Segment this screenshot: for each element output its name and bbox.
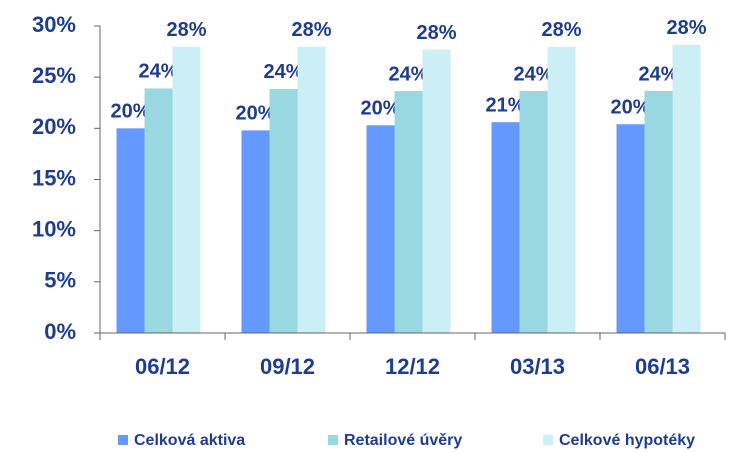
- data-label: 28%: [541, 19, 581, 41]
- bar: [241, 130, 270, 333]
- y-tick-label: 0%: [44, 319, 76, 344]
- x-tick-label: 06/13: [635, 354, 690, 379]
- legend-swatch: [328, 435, 338, 445]
- bar: [172, 46, 201, 333]
- bar: [269, 88, 298, 333]
- bar: [422, 49, 451, 333]
- legend-label: Celkové hypotéky: [559, 432, 695, 449]
- bar: [116, 128, 145, 333]
- y-tick-label: 30%: [32, 12, 76, 37]
- x-tick-label: 06/12: [135, 354, 190, 379]
- bar: [366, 125, 395, 333]
- bar: [297, 46, 326, 333]
- data-label: 28%: [666, 17, 706, 39]
- bar: [547, 46, 576, 333]
- data-label: 24%: [138, 61, 178, 83]
- data-label: 20%: [610, 97, 650, 119]
- bar: [672, 44, 701, 333]
- bar: [519, 90, 548, 334]
- y-tick-label: 10%: [32, 216, 76, 241]
- y-tick-label: 15%: [32, 165, 76, 190]
- data-label: 20%: [360, 98, 400, 120]
- x-tick-label: 03/13: [510, 354, 565, 379]
- legend-label: Celková aktiva: [134, 432, 245, 449]
- data-label: 24%: [638, 63, 678, 85]
- legend-swatch: [543, 435, 553, 445]
- data-label: 24%: [513, 63, 553, 85]
- legend-label: Retailové úvěry: [344, 432, 462, 449]
- data-label: 20%: [235, 103, 275, 125]
- data-label: 20%: [110, 101, 150, 123]
- y-tick-label: 5%: [44, 268, 76, 293]
- bar: [394, 90, 423, 334]
- data-label: 24%: [388, 63, 428, 85]
- x-tick-label: 12/12: [385, 354, 440, 379]
- data-label: 28%: [416, 22, 456, 44]
- data-label: 21%: [485, 94, 525, 116]
- y-tick-label: 25%: [32, 63, 76, 88]
- data-label: 24%: [263, 61, 303, 83]
- y-tick-label: 20%: [32, 114, 76, 139]
- x-tick-label: 09/12: [260, 354, 315, 379]
- legend-swatch: [118, 435, 128, 445]
- bar: [644, 90, 673, 334]
- data-label: 28%: [291, 19, 331, 41]
- bar: [616, 124, 645, 334]
- data-label: 28%: [166, 19, 206, 41]
- bar: [491, 122, 520, 334]
- bar: [144, 88, 173, 333]
